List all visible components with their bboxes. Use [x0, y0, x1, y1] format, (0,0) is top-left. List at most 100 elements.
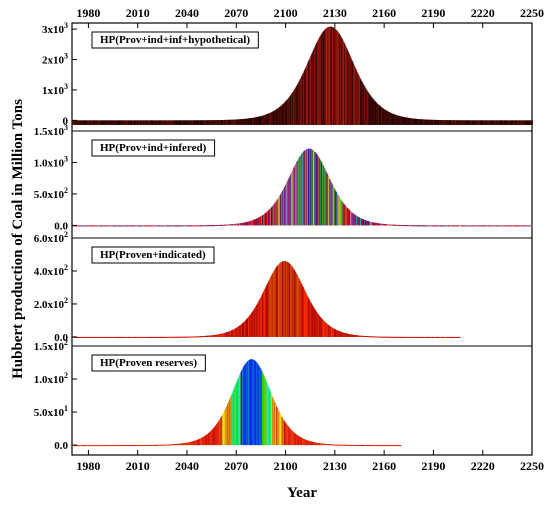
series-strip: [513, 225, 515, 227]
series-strip: [432, 336, 434, 338]
series-strip: [366, 445, 368, 447]
series-strip: [281, 192, 283, 226]
series-strip: [338, 33, 341, 125]
series-strip: [517, 225, 519, 227]
series-strip: [159, 336, 161, 338]
series-strip: [207, 335, 209, 337]
series-strip: [90, 336, 92, 338]
series-strip: [423, 119, 425, 125]
series-strip: [89, 225, 91, 227]
series-strip: [260, 116, 262, 125]
series-strip: [395, 224, 397, 226]
series-strip: [159, 225, 161, 227]
series-strip: [362, 445, 364, 447]
x-tick-label-top: 2070: [224, 6, 248, 20]
series-strip: [193, 440, 196, 446]
series-strip: [254, 360, 256, 446]
series-strip: [298, 279, 301, 337]
series-strip: [232, 224, 234, 226]
series-strip: [382, 108, 384, 125]
series-strip: [316, 154, 318, 226]
series-strip: [279, 194, 281, 226]
y-tick-label: 2x103: [42, 52, 68, 67]
series-strip: [220, 417, 222, 446]
series-strip: [304, 69, 306, 125]
series-strip: [415, 118, 417, 125]
series-strip: [453, 225, 455, 227]
series-strip: [335, 190, 337, 226]
series-strip: [471, 225, 473, 227]
series-strip: [381, 336, 383, 338]
series-strip: [115, 225, 117, 227]
series-strip: [306, 440, 308, 446]
x-tick-label-top: 2040: [175, 6, 199, 20]
series-strip: [341, 201, 343, 226]
series-strip: [118, 120, 120, 125]
series-strip: [138, 445, 140, 447]
series-strip: [132, 225, 134, 227]
series-strip: [179, 336, 181, 338]
series-strip: [391, 224, 393, 226]
series-strip: [114, 445, 117, 447]
series-strip: [154, 336, 156, 338]
series-strip: [279, 262, 281, 337]
series-strip: [429, 119, 431, 125]
series-strip: [171, 336, 173, 338]
series-strip: [477, 120, 480, 125]
series-strip: [375, 336, 377, 338]
series-strip: [259, 116, 261, 125]
series-strip: [451, 225, 454, 227]
series-strip: [88, 336, 90, 338]
series-strip: [167, 120, 169, 125]
series-strip: [331, 183, 333, 226]
series-strip: [224, 410, 226, 446]
series-strip: [388, 111, 390, 125]
series-strip: [424, 119, 426, 125]
series-strip: [461, 120, 463, 125]
series-strip: [79, 445, 81, 447]
series-strip: [162, 444, 164, 446]
series-strip: [495, 225, 497, 227]
series-strip: [422, 336, 424, 338]
series-strip: [501, 120, 503, 125]
series-strip: [375, 445, 377, 447]
series-strip: [182, 120, 184, 125]
series-strip: [128, 336, 131, 338]
series-strip: [330, 180, 332, 226]
series-strip: [258, 300, 260, 337]
series-strip: [491, 225, 493, 227]
series-strip: [227, 331, 229, 337]
series-strip: [405, 117, 407, 125]
series-strip: [116, 225, 118, 227]
series-strip: [160, 225, 162, 227]
series-strip: [249, 118, 251, 125]
series-strip: [374, 100, 376, 125]
series-strip: [329, 179, 331, 226]
series-strip: [106, 336, 108, 338]
series-strip: [392, 113, 394, 125]
series-strip: [528, 225, 531, 227]
series-strip: [297, 276, 299, 337]
series-strip: [304, 290, 306, 337]
series-strip: [418, 119, 420, 125]
series-strip: [250, 118, 253, 125]
series-strip: [466, 120, 468, 125]
series-strip: [85, 445, 87, 447]
series-strip: [268, 388, 270, 446]
series-strip: [420, 119, 422, 125]
series-strip: [440, 225, 442, 227]
series-strip: [428, 119, 430, 125]
series-strip: [270, 275, 273, 337]
series-strip: [289, 428, 291, 446]
series-strip: [495, 120, 497, 125]
series-strip: [151, 444, 153, 446]
series-strip: [171, 120, 173, 125]
series-strip: [157, 336, 159, 338]
series-strip: [389, 336, 391, 338]
series-strip: [307, 440, 309, 446]
series-strip: [154, 120, 156, 125]
series-strip: [332, 327, 334, 337]
series-strip: [159, 444, 161, 446]
series-strip: [358, 217, 360, 226]
series-strip: [409, 336, 411, 338]
